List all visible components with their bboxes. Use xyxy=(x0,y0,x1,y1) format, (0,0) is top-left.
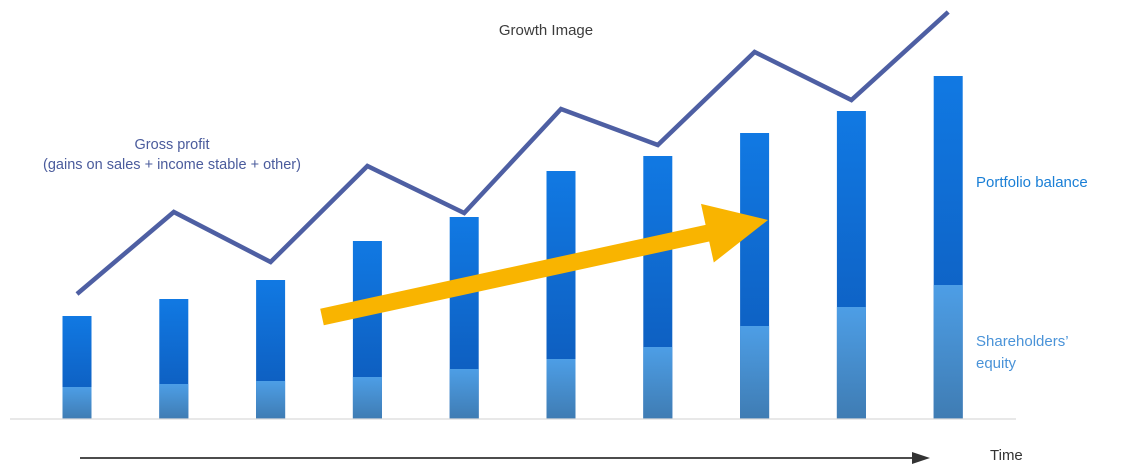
time-axis-label: Time xyxy=(990,447,1023,464)
shareholders-equity-bar xyxy=(836,307,866,419)
growth-trend-arrow xyxy=(320,203,768,326)
shareholders-equity-bar xyxy=(740,326,770,419)
shareholders-equity-label: Shareholders’ equity xyxy=(976,331,1069,375)
shareholders-equity-bar xyxy=(643,347,673,419)
portfolio-balance-label: Portfolio balance xyxy=(976,174,1088,191)
shareholders-equity-label-line2: equity xyxy=(976,355,1017,372)
shareholders-equity-label-line1: Shareholders’ xyxy=(976,333,1069,350)
gross-profit-label: Gross profit (gains on sales + income st… xyxy=(0,135,344,175)
shareholders-equity-bar xyxy=(546,359,576,419)
gross-profit-label-line1: Gross profit xyxy=(134,137,210,153)
shareholders-equity-bar xyxy=(352,377,382,419)
shareholders-equity-bar xyxy=(256,381,286,419)
gross-profit-label-line2: (gains on sales + income stable + other) xyxy=(43,157,301,173)
chart-title: Growth Image xyxy=(498,22,594,39)
bars-group xyxy=(62,76,963,419)
growth-trend-arrow-group xyxy=(320,203,768,326)
time-arrow xyxy=(80,452,930,464)
gross-profit-line xyxy=(75,10,950,296)
shareholders-equity-bar xyxy=(933,285,963,419)
shareholders-equity-bar xyxy=(62,387,92,419)
shareholders-equity-bar xyxy=(159,384,189,419)
gross-profit-line-group xyxy=(75,10,950,296)
shareholders-equity-bar xyxy=(449,369,479,419)
